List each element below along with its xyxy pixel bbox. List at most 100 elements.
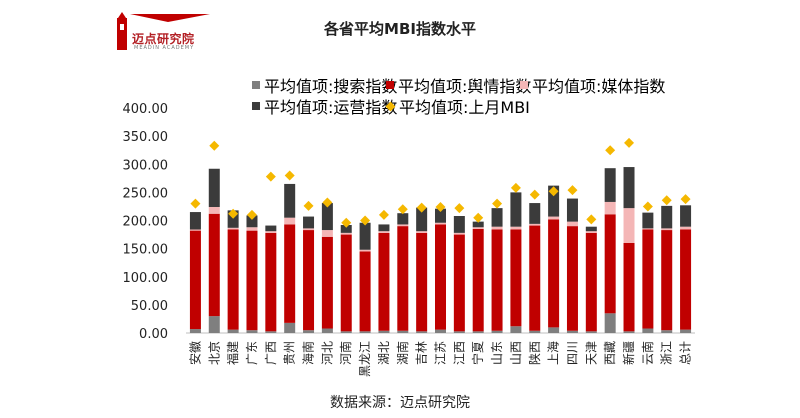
bar-segment (321, 236, 333, 329)
bar-segment (321, 328, 333, 333)
bar-segment (208, 213, 220, 317)
logo-mark (117, 12, 210, 50)
bar-segment (340, 331, 352, 333)
bar-segment (359, 222, 371, 250)
bar-segment (303, 228, 315, 231)
bar-segment (435, 208, 446, 223)
last-month-marker (624, 137, 635, 148)
last-month-marker (529, 189, 540, 200)
bar-segment (491, 330, 503, 333)
x-category-label: 安徽 (187, 341, 202, 365)
bar-segment (265, 232, 277, 332)
bar-segment (680, 205, 692, 227)
last-month-marker (454, 203, 465, 214)
bar-segment (227, 329, 239, 333)
bar-segment (378, 231, 390, 233)
bar-segment (510, 229, 522, 327)
last-month-marker (435, 202, 446, 212)
x-category-label: 云南 (640, 341, 655, 365)
bar-segment (416, 331, 428, 333)
bar-segment (529, 223, 541, 226)
bar-segment (642, 229, 654, 329)
bar-segment (246, 227, 258, 231)
x-category-label: 新疆 (621, 341, 636, 365)
x-category-label: 河南 (338, 341, 353, 365)
bar-segment (453, 234, 465, 332)
bar-segment (529, 330, 541, 333)
bar-segment (585, 226, 597, 232)
bar-segment (265, 331, 277, 333)
bar-segment (566, 226, 578, 331)
bar-segment (227, 227, 239, 230)
bar-segment (416, 231, 428, 233)
last-month-marker (303, 200, 314, 211)
bar-segment (642, 328, 654, 333)
last-month-marker (322, 197, 333, 208)
bar-segment (510, 192, 522, 227)
bar-segment (491, 208, 503, 227)
x-category-label: 总计 (679, 341, 693, 365)
bar-segment (472, 221, 484, 228)
bar-segment (189, 229, 201, 231)
x-category-label: 宁夏 (470, 341, 485, 365)
bar-segment (472, 331, 484, 333)
bar-segment (435, 222, 446, 225)
legend-item-media: 平均值项:媒体指数 (520, 73, 665, 97)
legend-label-media: 平均值项:媒体指数 (532, 77, 666, 96)
bar-segment (303, 216, 315, 229)
x-category-label: 湖北 (376, 341, 391, 365)
x-category-label: 北京 (207, 341, 221, 365)
legend-swatch-operation (252, 102, 260, 110)
bar-segment (604, 214, 616, 314)
legend-swatch-media (520, 81, 528, 89)
last-month-marker (378, 209, 389, 220)
bar-segment (680, 226, 692, 230)
bar-segment (548, 185, 560, 217)
bar-segment (585, 231, 597, 233)
x-category-label: 广东 (245, 341, 259, 365)
bar-segment (284, 322, 296, 333)
x-category-label: 西藏 (603, 341, 617, 365)
bar-segment (397, 226, 409, 331)
bar-segment (416, 232, 428, 332)
x-category-label: 天津 (584, 341, 598, 365)
last-month-marker (473, 212, 484, 223)
y-tick-label: 350.00 (123, 130, 169, 145)
last-month-marker (567, 185, 578, 196)
last-month-marker (416, 202, 427, 213)
last-month-marker (265, 171, 276, 182)
bar-segment (642, 228, 654, 230)
bar-segment (189, 329, 201, 333)
last-month-marker (605, 145, 616, 156)
bar-segment (435, 224, 446, 330)
x-category-label: 海南 (301, 341, 316, 365)
bar-segment (661, 228, 673, 231)
bar-segment (378, 232, 390, 331)
bar-segment (303, 230, 315, 331)
x-category-label: 湖南 (395, 341, 410, 365)
last-month-marker (661, 195, 672, 206)
bar-segment (284, 183, 296, 218)
y-tick-label: 250.00 (123, 186, 169, 201)
last-month-marker (284, 170, 295, 181)
x-category-label: 浙江 (660, 341, 674, 365)
bar-segment (265, 231, 277, 233)
bar-segment (623, 208, 635, 243)
x-category-label: 山西 (509, 341, 523, 365)
bar-segment (453, 331, 465, 333)
bar-segment (208, 207, 220, 214)
bar-segment (623, 331, 635, 333)
last-month-marker (586, 214, 597, 225)
legend-item-search: 平均值项:搜索指数 (252, 73, 397, 97)
bar-segment (189, 212, 201, 230)
bar-segment (510, 226, 522, 230)
y-tick-label: 0.00 (139, 327, 168, 342)
x-category-label: 吉林 (415, 341, 429, 365)
x-category-label: 四川 (565, 341, 579, 365)
legend-swatch-sentiment (386, 81, 394, 89)
bar-segment (227, 229, 239, 330)
legend-label-search: 平均值项:搜索指数 (264, 77, 398, 96)
logo-subtext: MEADIN ACADEMY (134, 45, 195, 51)
bar-segment (680, 229, 692, 330)
bar-segment (359, 251, 371, 332)
